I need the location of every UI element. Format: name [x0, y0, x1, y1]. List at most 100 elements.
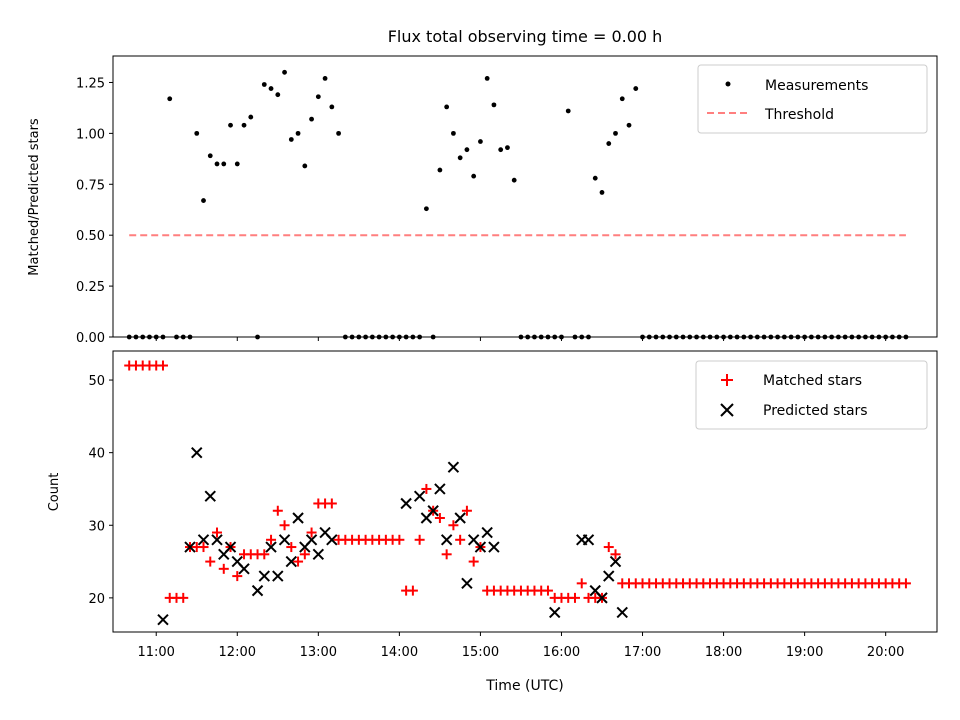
bottom-legend: Matched stars Predicted stars	[695, 360, 928, 430]
y-tick-label: 20	[88, 592, 105, 607]
measurement-point	[464, 147, 470, 153]
predicted-star-point	[427, 505, 439, 517]
predicted-star-point	[582, 534, 595, 546]
measurement-point	[565, 108, 571, 114]
predicted-star-point	[285, 555, 298, 568]
x-tick-label: 11:00	[137, 645, 174, 660]
matched-star-point	[218, 563, 229, 574]
x-b	[427, 505, 439, 517]
predicted-star-point	[326, 534, 338, 546]
predicted-star-point	[184, 541, 196, 553]
predicted-star-point	[481, 526, 493, 539]
measurement-point	[282, 69, 287, 75]
x-b	[319, 526, 331, 539]
bottom-legend-box	[695, 360, 928, 430]
x-b	[265, 541, 277, 553]
matched-star-point	[299, 549, 310, 560]
measurement-point	[194, 130, 200, 136]
legend-threshold-label: Threshold	[764, 107, 834, 123]
matched-star-point	[603, 542, 614, 553]
predicted-star-point	[224, 541, 237, 553]
y-tick-label: 40	[88, 447, 105, 462]
bottom-y-ticks: 20 30 40 50	[88, 374, 113, 607]
y-tick-label: 1.25	[76, 76, 105, 91]
measurement-point	[633, 86, 639, 91]
matched-star-point	[900, 578, 911, 589]
measurement-point	[478, 139, 483, 144]
y-tick-label: 0.75	[76, 178, 105, 193]
x-b	[251, 584, 264, 597]
matched-star-point	[266, 534, 277, 545]
top-legend-box	[697, 64, 928, 134]
matched-star-point	[306, 527, 317, 538]
x-b	[204, 490, 216, 502]
measurement-point	[619, 96, 625, 102]
measurement-point	[599, 190, 605, 195]
measurement-point	[471, 173, 477, 179]
predicted-star-point	[609, 555, 622, 568]
matched-star-point	[461, 505, 472, 516]
x-b	[454, 512, 466, 524]
predicted-star-point	[305, 534, 318, 546]
measurement-point	[221, 161, 227, 167]
matched-star-point	[157, 360, 168, 371]
x-b	[461, 577, 473, 590]
x-tick-label: 17:00	[624, 645, 661, 660]
matched-star-point	[259, 549, 270, 560]
measurement-point	[261, 82, 267, 87]
matched-star-point	[394, 534, 405, 545]
predicted-star-point	[238, 563, 250, 575]
top-legend: Measurements Threshold	[697, 64, 928, 134]
top-panel: 0.00 0.25 0.50 0.75 1.00 1.25 Matched/Predict…	[27, 55, 938, 346]
x-b	[224, 541, 237, 553]
matched-star-point	[542, 585, 553, 596]
legend-matched-label: Matched stars	[763, 373, 862, 389]
matched-star-point	[421, 483, 432, 494]
predicted-star-point	[278, 534, 291, 546]
predicted-star-point	[596, 592, 608, 604]
legend-predicted-label: Predicted stars	[763, 403, 868, 419]
x-b	[467, 534, 480, 546]
predicted-star-point	[488, 541, 500, 553]
measurement-point	[606, 141, 612, 146]
x-b	[434, 483, 446, 495]
predicted-star-point	[461, 577, 473, 590]
measurement-point	[214, 161, 220, 167]
measurement-point	[505, 145, 510, 151]
matched-star-point	[198, 542, 209, 553]
predicted-star-point	[400, 497, 412, 510]
matched-star-point	[205, 556, 216, 567]
legend-measurements-marker	[725, 81, 731, 87]
predicted-star-point	[197, 534, 210, 546]
x-b	[488, 541, 500, 553]
y-tick-label: 0.50	[76, 229, 105, 244]
predicted-star-point	[251, 584, 264, 597]
measurement-point	[309, 116, 314, 122]
predicted-star-point	[157, 613, 169, 626]
x-b	[305, 534, 318, 546]
measurement-point	[511, 177, 517, 183]
predicted-star-point	[454, 512, 466, 524]
measurement-point	[437, 167, 443, 173]
y-tick-label: 50	[88, 374, 105, 389]
x-b	[616, 606, 628, 619]
x-b	[400, 497, 412, 510]
x-b	[474, 541, 487, 553]
matched-star-point	[434, 513, 445, 524]
matched-star-point	[232, 571, 243, 582]
x-b	[292, 512, 304, 524]
bottom-x-ticks: 11:00 12:00 13:00 14:00 15:00 16:00 17:00 18:00…	[137, 632, 904, 660]
x-b	[312, 548, 325, 561]
matched-star-point	[448, 520, 459, 531]
x-tick-label: 20:00	[867, 645, 904, 660]
measurement-point	[498, 147, 504, 153]
x-tick-label: 16:00	[543, 645, 580, 660]
measurement-point	[275, 92, 281, 98]
x-b	[609, 555, 622, 568]
measurement-point	[613, 130, 618, 136]
predicted-star-point	[603, 570, 615, 582]
x-b	[272, 570, 284, 582]
x-b	[278, 534, 291, 546]
measurement-point	[484, 75, 490, 81]
